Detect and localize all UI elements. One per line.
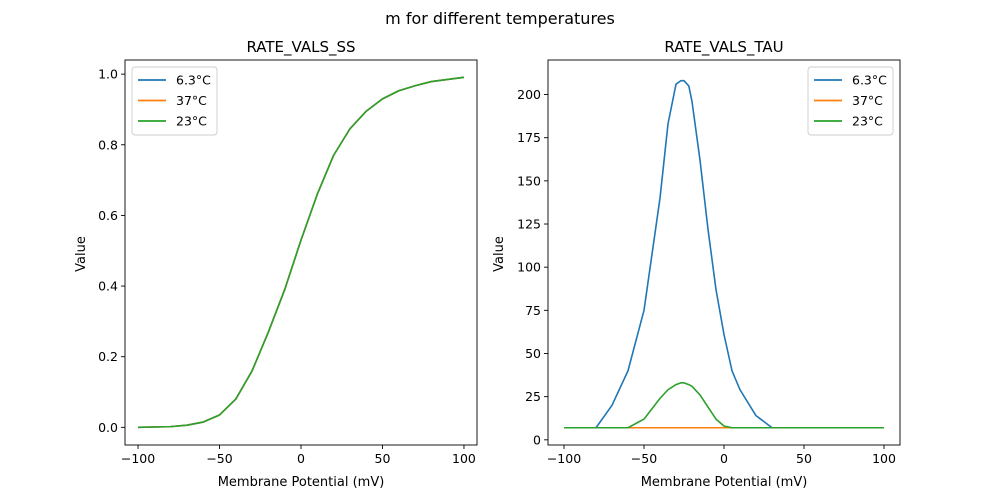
ss-x-axis-label: Membrane Potential (mV) <box>218 475 385 490</box>
tau-x-tick-label: 50 <box>796 451 812 466</box>
ss-y-tick-label: 0.6 <box>98 208 118 223</box>
tau-legend-box <box>807 66 894 136</box>
ss-legend: 6.3°C 37°C 23°C <box>131 66 218 136</box>
ss-y-tick-label: 1.0 <box>98 67 118 82</box>
ss-x-tick-label: 0 <box>297 451 305 466</box>
ss-y-tick-label: 0.4 <box>98 279 118 294</box>
tau-x-tick-label: −100 <box>547 451 581 466</box>
tau-x-tick-label: −50 <box>631 451 657 466</box>
tau-y-tick-label: 200 <box>517 87 541 102</box>
ss-legend-label-1: 6.3°C <box>176 73 211 88</box>
ss-x-tick-label: −100 <box>121 451 155 466</box>
tau-y-tick-label: 150 <box>517 173 541 188</box>
ss-series-lines <box>138 76 465 429</box>
ss-y-tick-label: 0.8 <box>98 137 118 152</box>
tau-series-lines <box>564 79 884 429</box>
tau-y-tick-label: 75 <box>525 303 541 318</box>
tau-x-tick-label: 0 <box>720 451 728 466</box>
ss-x-tick-label: 50 <box>375 451 391 466</box>
ss-y-axis-label: Value <box>74 236 89 272</box>
tau-legend-label-2: 37°C <box>852 93 883 108</box>
tau-x-axis-label: Membrane Potential (mV) <box>641 475 808 490</box>
ss-legend-label-2: 37°C <box>176 93 207 108</box>
ss-series-line-3 <box>138 76 465 429</box>
tau-chart: RATE_VALS_TAU Membrane Potential (mV) Va… <box>492 38 901 490</box>
ss-chart-title: RATE_VALS_SS <box>246 38 355 57</box>
ss-y-tick-label: 0.2 <box>98 349 118 364</box>
tau-y-tick-label: 25 <box>525 389 541 404</box>
tau-y-tick-label: 125 <box>517 217 541 232</box>
tau-y-tick-label: 0 <box>533 432 541 447</box>
tau-legend: 6.3°C 37°C 23°C <box>807 66 894 136</box>
tau-legend-label-3: 23°C <box>852 114 883 129</box>
ss-x-tick-label: 100 <box>452 451 476 466</box>
tau-series-line-1 <box>564 79 884 429</box>
tau-y-axis-label: Value <box>492 236 507 272</box>
ss-chart: RATE_VALS_SS Membrane Potential (mV) Val… <box>74 38 478 490</box>
ss-y-tick-label: 0.0 <box>98 420 118 435</box>
tau-y-tick-label: 100 <box>517 260 541 275</box>
tau-x-tick-label: 100 <box>872 451 896 466</box>
tau-y-tick-label: 175 <box>517 130 541 145</box>
tau-chart-title: RATE_VALS_TAU <box>664 38 783 57</box>
ss-legend-label-3: 23°C <box>176 114 207 129</box>
tau-y-tick-label: 50 <box>525 346 541 361</box>
ss-x-tick-label: −50 <box>206 451 232 466</box>
ss-legend-box <box>131 66 218 136</box>
figure-suptitle: m for different temperatures <box>385 9 615 28</box>
tau-series-line-3 <box>564 382 884 429</box>
tau-legend-label-1: 6.3°C <box>852 73 887 88</box>
